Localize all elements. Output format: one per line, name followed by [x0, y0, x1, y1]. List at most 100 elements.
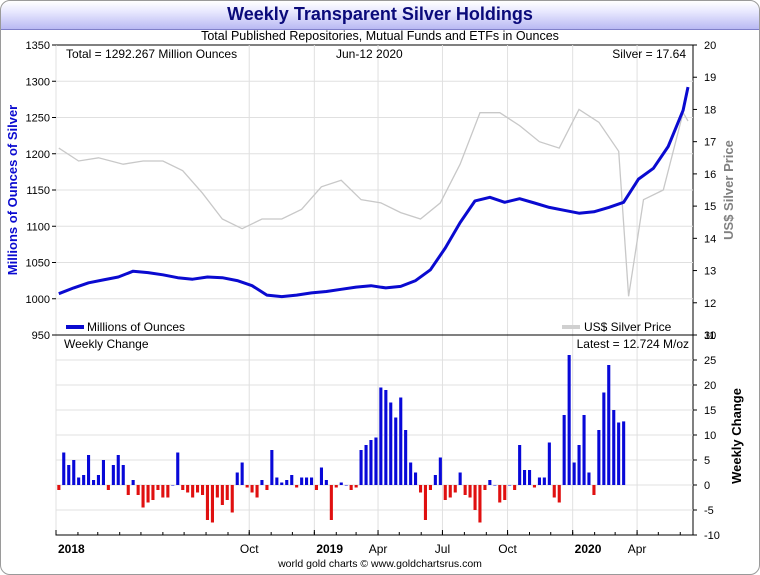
weekly-change-bar — [562, 415, 566, 485]
weekly-change-bar — [126, 485, 130, 495]
weekly-change-bar — [339, 482, 343, 485]
weekly-change-bar — [458, 472, 462, 485]
weekly-change-bar — [62, 452, 66, 485]
weekly-change-bar — [443, 485, 447, 500]
weekly-change-bar — [181, 485, 185, 490]
weekly-change-bar — [136, 485, 140, 495]
weekly-change-bar — [547, 442, 551, 485]
weekly-change-bar — [607, 365, 611, 485]
x-axis-ticks: 2018 Oct 2019 Apr Jul Oct 2020 Apr — [55, 530, 681, 556]
weekly-change-bar — [77, 477, 81, 485]
weekly-change-bar — [314, 485, 318, 490]
left-axis-ticks: 950 1000 1050 1100 1150 1200 1250 1300 1350 — [26, 40, 56, 342]
weekly-change-bar — [592, 485, 596, 495]
x-tick-label: Jul — [435, 542, 450, 556]
weekly-change-bar — [265, 485, 269, 490]
weekly-change-bar — [176, 452, 180, 485]
weekly-change-bar — [349, 485, 353, 490]
chart-subtitle: Total Published Repositories, Mutual Fun… — [201, 29, 559, 43]
weekly-change-bar — [196, 485, 200, 493]
weekly-change-bar — [354, 485, 358, 488]
change-tick-label: 25 — [704, 355, 716, 367]
right-tick-label: 11 — [704, 330, 715, 342]
weekly-change-bar — [87, 455, 91, 485]
weekly-change-bar — [513, 485, 517, 490]
left-tick-label: 1250 — [26, 113, 50, 125]
chart-title: Weekly Transparent Silver Holdings — [227, 4, 533, 24]
weekly-change-bar — [428, 485, 432, 490]
right-tick-label: 15 — [704, 201, 716, 213]
right-tick-label: 12 — [704, 298, 716, 310]
left-tick-label: 950 — [32, 330, 50, 342]
weekly-change-bar — [423, 485, 427, 520]
weekly-change-bar — [210, 485, 214, 523]
weekly-change-bar — [528, 470, 532, 485]
right-tick-label: 16 — [704, 169, 716, 181]
weekly-change-bar — [290, 475, 294, 485]
silver-price-annotation: Silver = 17.64 — [612, 47, 686, 61]
weekly-change-bar — [572, 462, 576, 485]
weekly-change-bar — [329, 485, 333, 520]
right-tick-label: 13 — [704, 266, 716, 278]
weekly-change-bar — [473, 485, 477, 510]
weekly-change-bar — [379, 387, 383, 485]
weekly-change-bar — [111, 465, 115, 485]
title-bar: Weekly Transparent Silver Holdings — [1, 1, 759, 30]
weekly-change-bar — [498, 485, 502, 503]
weekly-change-bar — [67, 465, 71, 485]
weekly-change-bar — [230, 485, 234, 513]
weekly-change-bar — [433, 475, 437, 485]
weekly-change-bar — [295, 485, 299, 488]
weekly-change-bar — [369, 440, 373, 485]
weekly-change-bar — [488, 480, 492, 485]
weekly-change-bar — [518, 445, 522, 485]
weekly-change-bar — [106, 485, 110, 490]
weekly-change-bar — [191, 485, 195, 498]
change-tick-label: -5 — [704, 505, 714, 517]
weekly-change-bar — [285, 480, 289, 485]
weekly-change-bar — [617, 422, 621, 485]
weekly-change-bar — [478, 485, 482, 523]
weekly-change-bar — [552, 485, 556, 498]
change-tick-label: 10 — [704, 430, 716, 442]
x-tick-label: Apr — [628, 542, 647, 556]
total-annotation: Total = 1292.267 Million Ounces — [66, 47, 237, 61]
right-tick-label: 20 — [704, 40, 716, 52]
weekly-change-bar — [141, 485, 145, 508]
weekly-change-bar — [602, 392, 606, 485]
right-tick-label: 14 — [704, 233, 716, 245]
weekly-change-bar — [453, 485, 457, 493]
weekly-change-bar — [151, 485, 155, 500]
left-tick-label: 1050 — [26, 258, 50, 270]
weekly-change-bar — [622, 421, 626, 485]
weekly-change-bar — [280, 482, 284, 485]
weekly-change-bar — [438, 457, 442, 485]
weekly-change-bar — [275, 477, 279, 485]
weekly-change-bar — [493, 485, 497, 486]
x-tick-label: Oct — [240, 542, 259, 556]
weekly-change-bar — [409, 462, 413, 485]
x-tick-label: 2019 — [316, 542, 343, 556]
change-tick-label: 0 — [704, 480, 710, 492]
change-tick-label: 5 — [704, 455, 710, 467]
right-axis-label: US$ Silver Price — [721, 140, 736, 240]
weekly-change-bar — [612, 410, 616, 485]
weekly-change-bar — [121, 465, 125, 485]
change-tick-label: 30 — [704, 330, 716, 342]
weekly-change-bar — [364, 445, 368, 485]
left-tick-label: 1350 — [26, 40, 50, 52]
weekly-change-bar — [146, 485, 150, 503]
change-axis-label: Weekly Change — [729, 388, 744, 484]
holdings-line — [58, 86, 690, 299]
weekly-change-bar — [72, 460, 76, 485]
weekly-change-label: Weekly Change — [64, 337, 149, 351]
weekly-change-bar — [359, 450, 363, 485]
weekly-change-bar — [582, 415, 586, 485]
x-tick-label: Oct — [498, 542, 517, 556]
weekly-change-bar — [205, 485, 209, 520]
legend-holdings-label: Millions of Ounces — [87, 320, 185, 334]
silver-price-line — [58, 108, 689, 297]
weekly-change-bar — [597, 430, 601, 485]
weekly-change-bar — [542, 477, 546, 485]
weekly-change-bar — [532, 485, 536, 488]
